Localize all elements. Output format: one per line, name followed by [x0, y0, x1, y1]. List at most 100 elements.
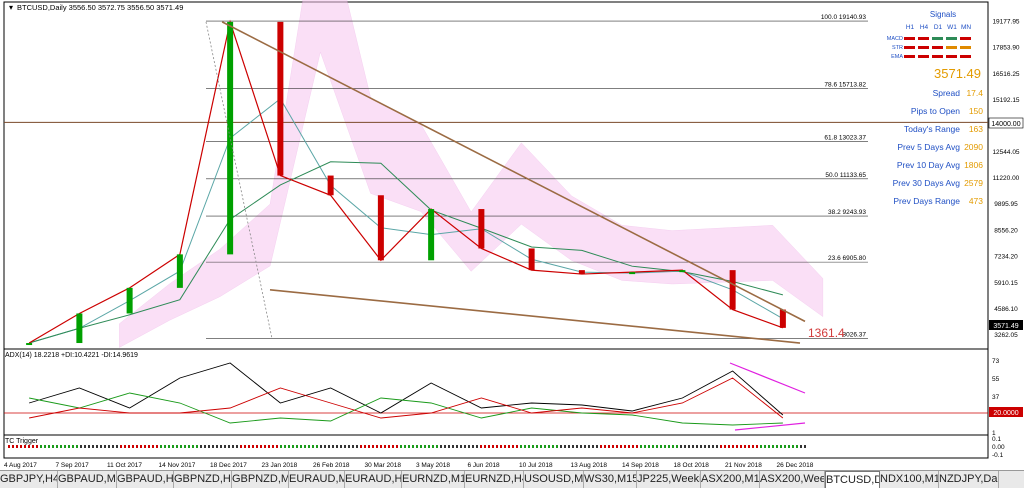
tc-trigger-mark: [80, 445, 82, 448]
time-axis-tick: 6 Jun 2018: [468, 462, 501, 469]
tc-trigger-mark: [760, 445, 762, 448]
tab-usousd-m15[interactable]: USOUSD,M15: [524, 471, 584, 488]
tab-btcusd-daily[interactable]: BTCUSD,Daily: [825, 471, 880, 488]
tc-trigger-mark: [96, 445, 98, 448]
fib-label: 78.6 15713.82: [824, 82, 866, 89]
price-candle: [126, 287, 133, 314]
tab-gbpnzd-h4[interactable]: GBPNZD,H4: [174, 471, 232, 488]
tc-trigger-mark: [328, 445, 330, 448]
signals-indicator: [918, 55, 929, 58]
time-axis-tick: 14 Sep 2018: [622, 462, 659, 469]
tc-trigger-mark: [184, 445, 186, 448]
tc-trigger-mark: [456, 445, 458, 448]
tc-trigger-mark: [316, 445, 318, 448]
price-axis-tick: 9895.95: [994, 201, 1018, 208]
time-axis-tick: 13 Aug 2018: [571, 462, 608, 469]
tc-trigger-mark: [716, 445, 718, 448]
tc-trigger-mark: [240, 445, 242, 448]
tc-trigger-mark: [100, 445, 102, 448]
stat-label: Prev 5 Days Avg: [897, 142, 960, 152]
tc-trigger-mark: [620, 445, 622, 448]
tc-trigger-mark: [160, 445, 162, 448]
adx-axis-tick: 1: [992, 430, 996, 437]
chart-tabs: GBPJPY,H4 GBPAUD,M5 GBPAUD,H4 GBPNZD,H4 GBPN…: [0, 470, 1024, 488]
tc-trigger-mark: [392, 445, 394, 448]
price-candle: [26, 343, 33, 346]
tc-trigger-mark: [660, 445, 662, 448]
tc-trigger-mark: [32, 445, 34, 448]
tc-trigger-mark: [252, 445, 254, 448]
tc-trigger-mark: [64, 445, 66, 448]
tc-trigger-mark: [164, 445, 166, 448]
tc-trigger-mark: [192, 445, 194, 448]
tc-trigger-mark: [180, 445, 182, 448]
tc-trigger-mark: [560, 445, 562, 448]
tab-euraud-m5[interactable]: EURAUD,M5: [289, 471, 345, 488]
tc-trigger-mark: [236, 445, 238, 448]
stat-value: 2090: [964, 142, 983, 152]
current-price-label: 3571.49: [993, 323, 1018, 330]
tab-eurnzd-m15[interactable]: EURNZD,M15: [402, 471, 465, 488]
tab-asx200-m15[interactable]: ASX200,M15: [701, 471, 760, 488]
tc-trigger-mark: [344, 445, 346, 448]
tab-nzdjpy-daily[interactable]: NZDJPY,Daily: [939, 471, 999, 488]
price-axis-tick: 11220.00: [993, 175, 1020, 182]
tc-trigger-mark: [360, 445, 362, 448]
tc-trigger-mark: [780, 445, 782, 448]
tab-jp225-weekly[interactable]: JP225,Weekly: [637, 471, 701, 488]
tab-ws30-m15[interactable]: WS30,M15: [584, 471, 637, 488]
tc-trigger-mark: [748, 445, 750, 448]
tc-trigger-mark: [52, 445, 54, 448]
signals-indicator: [946, 46, 957, 49]
tc-trigger-mark: [568, 445, 570, 448]
support-label: 1361.4: [808, 326, 845, 340]
stat-label: Spread: [933, 88, 961, 98]
tab-asx200-weekly[interactable]: ASX200,Weekly: [760, 471, 825, 488]
tc-trigger-mark: [648, 445, 650, 448]
time-axis-tick: 23 Jan 2018: [262, 462, 298, 469]
tc-trigger-mark: [132, 445, 134, 448]
tc-trigger-mark: [616, 445, 618, 448]
stat-label: Prev Days Range: [893, 196, 960, 206]
symbol-dropdown-icon[interactable]: ▾: [9, 3, 13, 12]
tc-trigger-mark: [552, 445, 554, 448]
signals-indicator: [904, 46, 915, 49]
tc-trigger-mark: [696, 445, 698, 448]
tc-trigger-mark: [468, 445, 470, 448]
tc-trigger-mark: [684, 445, 686, 448]
tc-trigger-mark: [224, 445, 226, 448]
tc-trigger-mark: [752, 445, 754, 448]
tc-trigger-mark: [556, 445, 558, 448]
tc-trigger-mark: [428, 445, 430, 448]
minus-di-line: [29, 377, 784, 419]
tc-trigger-mark: [28, 445, 30, 448]
plus-di-line: [29, 392, 783, 426]
symbol-header: BTCUSD,Daily 3556.50 3572.75 3556.50 357…: [17, 3, 183, 12]
tab-gbpaud-m5[interactable]: GBPAUD,M5: [58, 471, 117, 488]
fib-label: 3026.37: [843, 332, 867, 339]
tab-gbpnzd-m5[interactable]: GBPNZD,M5: [232, 471, 289, 488]
stat-value: 1806: [964, 160, 983, 170]
tc-trigger-mark: [396, 445, 398, 448]
moving-averages: [28, 97, 784, 344]
tc-trigger-mark: [356, 445, 358, 448]
tc-trigger-mark: [304, 445, 306, 448]
tc-trigger-mark: [68, 445, 70, 448]
tc-trigger-mark: [472, 445, 474, 448]
tc-title: TC Trigger: [5, 438, 39, 445]
signals-indicator: [918, 46, 929, 49]
tab-ndx100-m15[interactable]: NDX100,M15: [880, 471, 939, 488]
tab-eurnzd-h4[interactable]: EURNZD,H4: [465, 471, 524, 488]
stat-value: 17.4: [966, 88, 983, 98]
signals-panel: Signals H1 H4 D1 W1 MN MACD STR EMA 3571.49 Spr…: [887, 10, 983, 206]
tab-gbpjpy-h4[interactable]: GBPJPY,H4: [0, 471, 58, 488]
tc-trigger-mark: [380, 445, 382, 448]
stat-label: Today's Range: [904, 124, 960, 134]
tab-gbpaud-h4[interactable]: GBPAUD,H4: [117, 471, 174, 488]
signals-price: 3571.49: [934, 66, 981, 81]
tc-trigger-mark: [608, 445, 610, 448]
price-axis-tick: 7234.20: [994, 254, 1018, 261]
tc-trigger-mark: [416, 445, 418, 448]
tc-trigger-mark: [348, 445, 350, 448]
tab-euraud-h4[interactable]: EURAUD,H4: [345, 471, 402, 488]
